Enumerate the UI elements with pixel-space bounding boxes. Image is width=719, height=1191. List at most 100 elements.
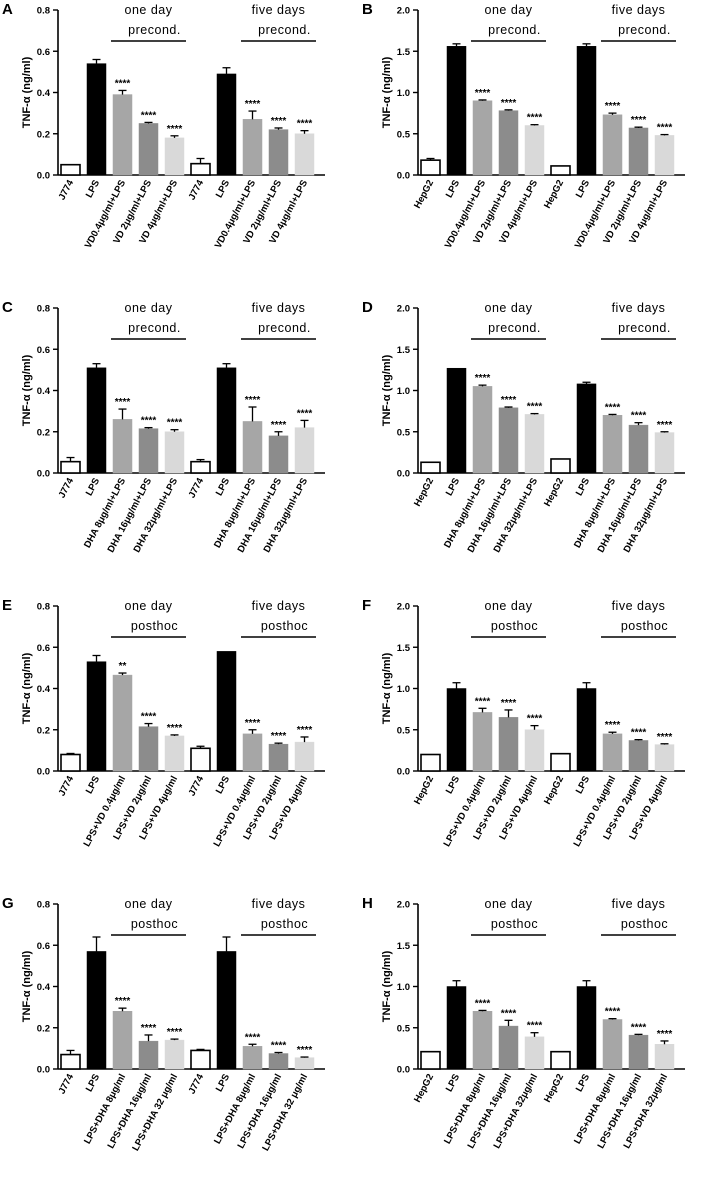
x-tick-label: LPS	[84, 774, 102, 795]
bar	[268, 743, 289, 772]
y-tick-label: 0.4	[37, 684, 51, 695]
bar	[654, 432, 675, 474]
y-tick-label: 0.4	[37, 982, 51, 993]
bar	[242, 119, 263, 176]
bar	[216, 73, 237, 176]
bar	[628, 424, 649, 474]
bar	[190, 162, 211, 176]
y-tick-label: 1.5	[397, 643, 411, 654]
bar	[420, 159, 441, 176]
x-tick-label: LPS	[84, 1072, 102, 1093]
bar	[86, 951, 107, 1070]
group-title: five days	[252, 301, 306, 315]
x-tick-label: J774	[57, 774, 77, 798]
y-axis-title: TNF-α (ng/ml)	[21, 950, 33, 1022]
group-title: five days	[612, 897, 666, 911]
group-title: one day	[125, 897, 173, 911]
significance-marker: ****	[631, 411, 647, 422]
bar	[268, 435, 289, 474]
y-axis-title: TNF-α (ng/ml)	[21, 354, 33, 426]
bar	[576, 383, 597, 474]
chart-panel-h: H TNF-α (ng/ml) 0.0 0.5 1.0 1.5 2.0 HepG2 LPS ***…	[360, 894, 719, 1191]
bar	[628, 740, 649, 772]
x-tick-label: LPS	[84, 178, 102, 199]
bar	[242, 421, 263, 474]
y-tick-label: 0.0	[37, 469, 50, 480]
significance-marker: ****	[475, 998, 491, 1009]
group-title: five days	[252, 897, 306, 911]
significance-marker: ****	[271, 731, 287, 742]
x-tick-label: J774	[187, 476, 207, 500]
y-tick-label: 0.0	[37, 171, 50, 182]
bar	[138, 726, 159, 772]
panel-label: E	[2, 597, 12, 614]
bar	[190, 747, 211, 772]
chart-svg: A TNF-α (ng/ml) 0.0 0.2 0.4 0.6 0.8 J774 LPS ****…	[2, 1, 325, 250]
x-tick-label: HepG2	[412, 178, 436, 210]
x-tick-label: HepG2	[542, 1072, 566, 1104]
significance-marker: ****	[141, 110, 157, 121]
bar	[446, 688, 467, 772]
panel-label: D	[362, 299, 373, 316]
y-tick-label: 1.5	[397, 345, 411, 356]
bar	[86, 661, 107, 772]
bar	[216, 651, 237, 772]
significance-marker: ****	[297, 1045, 313, 1056]
significance-marker: ****	[141, 1023, 157, 1034]
chart-svg: B TNF-α (ng/ml) 0.0 0.5 1.0 1.5 2.0 HepG2 LPS ***…	[362, 1, 685, 250]
panel-label: H	[362, 895, 373, 912]
bar	[164, 735, 185, 772]
chart-panel-g: G TNF-α (ng/ml) 0.0 0.2 0.4 0.6 0.8 J774 LPS ****…	[0, 894, 359, 1191]
group-title: one day	[125, 599, 173, 613]
x-tick-label: LPS	[214, 1072, 232, 1093]
group-title: one day	[485, 599, 533, 613]
bar	[112, 1011, 133, 1070]
bar	[498, 717, 519, 772]
bar	[86, 367, 107, 474]
significance-marker: ****	[271, 116, 287, 127]
bar	[268, 129, 289, 176]
y-tick-label: 0.5	[397, 1023, 411, 1034]
y-tick-label: 0.0	[397, 171, 410, 182]
significance-marker: ****	[527, 714, 543, 725]
significance-marker: ****	[245, 718, 261, 729]
x-tick-label: LPS	[84, 476, 102, 497]
y-tick-label: 1.0	[397, 684, 410, 695]
significance-marker: ****	[631, 728, 647, 739]
bar	[524, 414, 545, 474]
bar	[60, 1053, 81, 1070]
bar	[498, 1025, 519, 1070]
significance-marker: ****	[297, 725, 313, 736]
bar	[628, 127, 649, 176]
bar	[420, 1050, 441, 1070]
group-subtitle: precond.	[128, 23, 181, 37]
group-title: five days	[612, 3, 666, 17]
y-tick-label: 0.0	[397, 1065, 410, 1076]
group-subtitle: posthoc	[131, 917, 178, 931]
group-subtitle: posthoc	[621, 619, 668, 633]
y-tick-label: 0.0	[37, 1065, 50, 1076]
significance-marker: ****	[245, 1032, 261, 1043]
bar	[420, 461, 441, 474]
y-axis-title: TNF-α (ng/ml)	[21, 56, 33, 128]
significance-marker: ****	[167, 1027, 183, 1038]
bar	[472, 1011, 493, 1070]
group-title: five days	[252, 3, 306, 17]
y-axis-title: TNF-α (ng/ml)	[381, 56, 393, 128]
significance-marker: ****	[245, 99, 261, 110]
bar	[576, 46, 597, 176]
y-tick-label: 0.5	[397, 129, 411, 140]
significance-marker: ****	[605, 101, 621, 112]
group-subtitle: posthoc	[491, 917, 538, 931]
y-tick-label: 0.2	[37, 1023, 50, 1034]
y-tick-label: 1.5	[397, 47, 411, 58]
chart-svg: D TNF-α (ng/ml) 0.0 0.5 1.0 1.5 2.0 HepG2 LPS ***…	[362, 299, 685, 555]
significance-marker: ****	[167, 723, 183, 734]
significance-marker: ****	[657, 732, 673, 743]
y-tick-label: 0.6	[37, 47, 50, 58]
group-title: one day	[485, 301, 533, 315]
y-tick-label: 0.8	[37, 304, 50, 315]
bar	[112, 94, 133, 176]
bar	[112, 674, 133, 772]
bar	[138, 428, 159, 474]
